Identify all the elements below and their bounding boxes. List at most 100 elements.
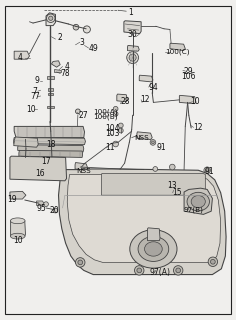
Circle shape [76,258,85,267]
Polygon shape [48,93,53,95]
Text: 97(A): 97(A) [150,268,171,277]
Ellipse shape [187,192,210,211]
Circle shape [129,54,136,61]
Circle shape [169,188,174,193]
Polygon shape [18,145,84,152]
Text: 20: 20 [50,206,59,215]
Polygon shape [75,163,88,170]
Circle shape [73,24,79,30]
Circle shape [206,169,209,172]
Polygon shape [117,94,127,102]
Text: 7: 7 [33,87,37,96]
Polygon shape [124,21,141,34]
Text: 3: 3 [79,38,84,47]
Text: 13: 13 [168,181,177,190]
Text: 12: 12 [140,95,150,104]
Text: 95: 95 [36,204,46,212]
Text: 10: 10 [191,97,200,106]
Circle shape [83,26,90,33]
Circle shape [137,268,142,273]
Text: 78: 78 [60,69,70,78]
Text: 30: 30 [127,30,137,39]
Circle shape [113,107,118,111]
Circle shape [127,52,139,63]
Circle shape [208,257,218,267]
Text: 16: 16 [35,169,45,178]
Polygon shape [19,150,83,157]
Polygon shape [184,188,212,214]
Text: 97(B): 97(B) [183,206,203,213]
Circle shape [46,14,55,22]
Polygon shape [11,220,25,236]
Circle shape [78,260,83,265]
Ellipse shape [191,196,205,208]
Polygon shape [54,69,61,72]
Polygon shape [47,106,54,108]
Text: 1: 1 [129,8,133,17]
Text: 100(B): 100(B) [93,114,118,120]
Text: 91: 91 [157,143,166,152]
Polygon shape [59,169,226,275]
Polygon shape [14,51,30,59]
Ellipse shape [10,218,25,224]
Text: 100(A): 100(A) [93,109,118,115]
Text: 77: 77 [30,92,40,101]
Text: 9: 9 [34,76,39,85]
Polygon shape [47,76,54,79]
Text: 100(C): 100(C) [165,49,189,55]
Polygon shape [139,75,153,82]
Text: 106: 106 [181,72,196,81]
Polygon shape [14,126,84,138]
Polygon shape [37,201,44,206]
Polygon shape [48,88,53,91]
Ellipse shape [130,230,177,268]
Ellipse shape [144,242,162,256]
Circle shape [169,164,175,170]
Polygon shape [148,228,160,241]
Circle shape [150,140,156,145]
Polygon shape [170,43,185,51]
Circle shape [166,181,170,185]
Text: 2: 2 [58,33,63,42]
Circle shape [44,202,48,206]
Text: 18: 18 [46,140,55,149]
Polygon shape [10,191,26,199]
Text: NSS: NSS [76,168,91,174]
Text: 103: 103 [105,129,120,138]
Polygon shape [179,95,196,104]
Text: 10: 10 [26,105,35,114]
Circle shape [113,141,118,147]
Polygon shape [137,132,152,140]
Polygon shape [101,173,205,195]
Polygon shape [46,13,55,26]
Polygon shape [51,61,60,67]
Text: 12: 12 [193,123,202,132]
Circle shape [204,167,211,173]
Circle shape [118,123,123,128]
Text: 17: 17 [41,157,51,166]
Text: 4: 4 [65,62,70,71]
Text: 29: 29 [184,67,194,76]
Polygon shape [14,138,85,145]
Text: 104: 104 [105,124,120,133]
Ellipse shape [138,236,169,261]
Polygon shape [67,174,221,262]
Circle shape [53,208,58,213]
Text: NSS: NSS [134,135,148,140]
Text: 4: 4 [18,53,22,62]
Circle shape [118,128,123,133]
Text: 15: 15 [172,188,181,197]
Circle shape [135,266,144,275]
Text: 10: 10 [13,236,22,245]
Polygon shape [14,137,38,147]
Ellipse shape [10,233,25,239]
Text: 94: 94 [148,83,158,92]
Text: 27: 27 [79,111,88,120]
Circle shape [152,141,154,144]
Circle shape [173,266,183,275]
Circle shape [49,16,53,20]
Polygon shape [127,45,139,51]
Polygon shape [10,156,67,181]
Circle shape [176,268,181,273]
Circle shape [76,109,80,114]
